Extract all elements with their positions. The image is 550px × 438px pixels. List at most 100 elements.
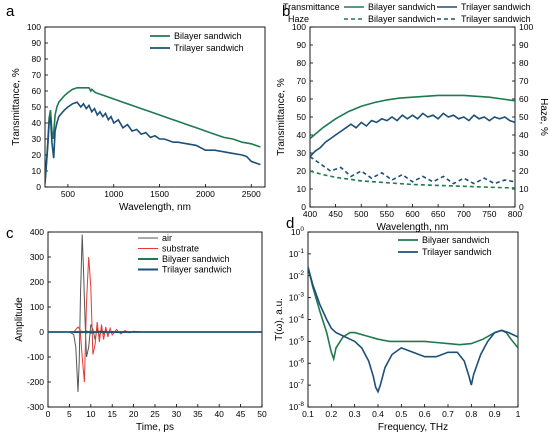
y-tick-exponent: -5 [298,335,304,342]
legend-a-1-label: Trilayer sandwich [174,43,244,53]
chart-panel-d: 0.1 0.2 0.3 0.4 0.5 0.6 0.7 0.8 0.9 110-810-710-6… [274,226,521,433]
x-tick-label: 30 [172,409,182,419]
x-axis-label: Wavelength, nm [377,222,449,233]
y-tick-label: 30 [32,134,42,144]
y-right-tick-label: 60 [519,94,529,104]
x-tick-label: 500 [354,209,368,219]
x-tick-label: 0.1 [302,409,314,419]
series-line-b-2 [310,170,515,189]
x-tick-label: 0.2 [325,409,337,419]
y-tick-label: 10-2 [289,270,305,281]
y-tick-label: 40 [32,118,42,128]
x-tick-label: 0.6 [419,409,431,419]
x-tick-label: 0.9 [489,409,501,419]
y-tick-label: 100 [291,226,304,237]
y-tick-label: 50 [297,112,307,122]
y-tick-exponent: -3 [298,292,304,299]
y-tick-exponent: -7 [298,379,304,386]
legend-c-3-label: Trilayer sandwich [162,265,232,275]
x-tick-label: 750 [482,209,496,219]
legend-d-0-label: Bilyaer sandwich [422,235,490,245]
y-tick-label: 90 [32,38,42,48]
x-axis-label: Wavelength, nm [119,202,191,213]
y-tick-label: 0 [39,327,44,337]
y-tick-base: 10 [289,271,299,281]
legend-b-group-haze: Haze [288,14,309,24]
y-axis-label-right: Haze, % [538,98,549,136]
x-tick-label: 25 [150,409,160,419]
y-right-tick-label: 20 [519,166,529,176]
series-line-d-1 [308,266,518,394]
y-tick-base: 10 [291,227,301,237]
legend-b-group-transmittance: Transmittance [283,2,340,12]
y-axis-label: Amplitude [14,297,25,342]
y-tick-base: 10 [289,315,299,325]
y-right-tick-label: 50 [519,112,529,122]
chart-panel-c: 0 5 10 15 20 25 30 35 40 45 50 -300 -200 -100 0 100 200 3… [14,227,267,433]
y-right-tick-label: 30 [519,148,529,158]
x-tick-label: 40 [214,409,224,419]
panel-letter-a: a [6,3,15,20]
x-tick-label: 400 [303,209,317,219]
y-tick-label: 90 [297,40,307,50]
y-tick-label: -300 [27,402,44,412]
y-tick-label: 10-7 [289,379,305,390]
y-tick-label: 30 [297,148,307,158]
x-tick-label: 450 [329,209,343,219]
x-tick-label: 1500 [150,189,169,199]
x-tick-label: 800 [508,209,522,219]
y-right-tick-label: 10 [519,184,529,194]
x-tick-label: 15 [107,409,117,419]
y-tick-label: 10-3 [289,292,305,303]
legend-c-2-label: Bilyaer sandwich [162,254,230,264]
legend-d-1-label: Trilayer sandwich [422,247,492,257]
x-tick-label: 0.3 [349,409,361,419]
chart-panel-a: 500 1000 1500 2000 2500 0 10 20 30 40 50 60 70 80 90 10… [11,22,266,213]
legend-b-1-label: Trilayer sandwich [461,2,531,12]
y-tick-exponent: -2 [298,270,304,277]
y-axis-label: Transmittance, % [276,78,287,156]
x-tick-label: 2500 [242,189,261,199]
y-tick-base: 10 [289,293,299,303]
series-line-d-0 [308,266,518,362]
x-tick-label: 45 [236,409,246,419]
x-tick-label: 50 [257,409,267,419]
x-tick-label: 650 [431,209,445,219]
y-tick-label: 70 [32,70,42,80]
series-line-b-0 [310,94,515,140]
y-tick-exponent: -4 [298,314,304,321]
x-tick-label: 0 [46,409,51,419]
plot-frame-d [307,231,519,408]
x-tick-label: 1 [516,409,521,419]
x-tick-label: 2000 [196,189,215,199]
x-axis-label: Frequency, THz [378,422,448,433]
y-tick-base: 10 [289,336,299,346]
y-axis-label: Transmittance, % [11,68,22,146]
y-tick-label: 60 [297,94,307,104]
y-tick-label: 20 [297,166,307,176]
y-tick-label: 10-8 [289,401,305,412]
x-tick-label: 600 [405,209,419,219]
y-right-tick-label: 80 [519,58,529,68]
y-tick-label: 10-5 [289,335,305,346]
legend-b-3-label: Trilayer sandwich [461,14,531,24]
x-tick-label: 0.4 [372,409,384,419]
y-right-tick-label: 40 [519,130,529,140]
y-tick-label: -100 [27,352,44,362]
x-tick-label: 5 [67,409,72,419]
y-tick-exponent: -8 [298,401,304,408]
y-tick-label: 0 [36,182,41,192]
y-tick-label: 200 [30,277,44,287]
x-tick-label: 500 [61,189,75,199]
y-right-tick-label: 90 [519,40,529,50]
y-tick-label: 100 [30,302,44,312]
y-tick-label: 70 [297,76,307,86]
y-tick-label: 20 [32,150,42,160]
y-tick-label: 100 [292,22,306,32]
x-tick-label: 550 [380,209,394,219]
legend-b-2-label: Bilayer sandwich [368,14,436,24]
y-tick-label: 10 [297,184,307,194]
y-tick-label: 50 [32,102,42,112]
